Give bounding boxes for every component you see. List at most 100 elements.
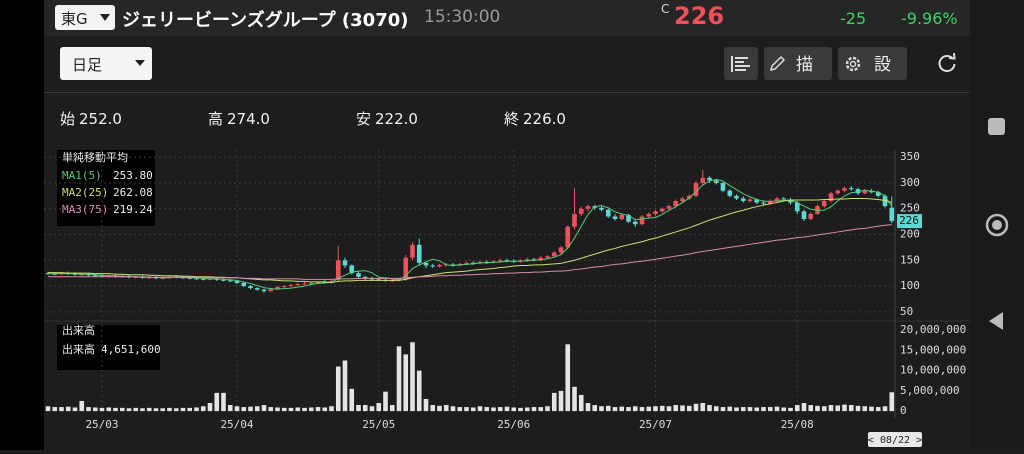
summary-item: 終 226.0 — [504, 108, 566, 129]
refresh-button[interactable] — [936, 52, 958, 74]
volume-bar — [599, 406, 604, 412]
volume-bar — [551, 392, 557, 412]
candle-body — [295, 283, 301, 286]
volume-bar — [369, 406, 375, 412]
candle-body — [761, 202, 766, 204]
summary-label: 安 — [356, 110, 372, 128]
volume-bar — [167, 407, 172, 412]
volume-bar — [592, 405, 598, 412]
legend-name: MA1(5) — [62, 169, 102, 182]
volume-bar — [322, 407, 328, 412]
volume-bar — [329, 406, 334, 412]
settings-button[interactable]: 設定 — [838, 47, 907, 80]
y-tick-label: 300 — [900, 176, 920, 189]
volume-bar — [801, 403, 807, 412]
summary-value: 226.0 — [523, 110, 566, 128]
volume-bar — [430, 405, 436, 412]
period-select[interactable]: 日足 — [60, 47, 152, 80]
candle-body — [875, 192, 881, 196]
volume-bar — [72, 407, 78, 412]
period-label: 日足 — [72, 56, 103, 74]
candle-body — [491, 261, 496, 263]
candle-body — [450, 264, 456, 266]
candle-body — [430, 265, 436, 267]
candle-body — [160, 277, 166, 279]
candle-body — [356, 273, 361, 277]
volume-bar — [828, 405, 834, 412]
candle-body — [207, 278, 213, 280]
candle-body — [646, 213, 652, 217]
volume-bar — [126, 408, 132, 412]
candle-body — [133, 276, 139, 278]
candle-body — [369, 278, 375, 280]
volume-bar — [356, 405, 361, 412]
volume-bar — [869, 406, 874, 412]
y-tick-label: 10,000,000 — [900, 364, 966, 377]
volume-bar — [815, 405, 820, 412]
candle-body — [342, 260, 348, 266]
volume-bar — [437, 405, 442, 412]
divider — [44, 92, 970, 93]
volume-bar — [855, 405, 861, 412]
volume-bar — [659, 405, 665, 412]
volume-bar — [626, 407, 631, 412]
candle-body — [200, 278, 206, 280]
volume-bar — [754, 407, 760, 412]
volume-bar — [558, 390, 564, 412]
candle-body — [862, 190, 868, 194]
volume-bar — [160, 408, 166, 412]
home-button[interactable] — [985, 213, 1009, 237]
back-button[interactable] — [989, 312, 1003, 330]
candle-body — [113, 275, 118, 277]
volume-bar — [821, 406, 827, 412]
volume-legend-label: 出来高 — [62, 342, 95, 356]
candle-body — [835, 190, 841, 194]
volume-bar — [686, 405, 692, 412]
market-select[interactable]: 東G — [55, 5, 115, 30]
candle-body — [281, 286, 287, 288]
candle-body — [268, 289, 274, 292]
ma-line — [48, 197, 892, 283]
candle-body — [308, 282, 314, 284]
volume-bar — [491, 407, 496, 412]
y-tick-label: 350 — [900, 150, 920, 163]
volume-bar — [747, 407, 753, 412]
candle-body — [693, 182, 699, 196]
volume-bar — [194, 407, 199, 412]
volume-bar — [389, 405, 395, 412]
candle-body — [315, 281, 321, 283]
candle-body — [241, 282, 247, 287]
volume-bar — [531, 407, 537, 412]
candle-body — [713, 180, 719, 183]
volume-bar — [700, 403, 706, 412]
bars-icon — [731, 56, 750, 72]
volume-bar — [416, 370, 422, 412]
volume-bar — [207, 403, 213, 412]
volume-bar — [572, 386, 577, 412]
candle-body — [686, 195, 692, 199]
x-tick-label: 25/05 — [362, 418, 395, 431]
legend-value: 253.80 — [113, 169, 153, 182]
market-label: 東G — [61, 10, 88, 28]
recents-button[interactable] — [988, 118, 1005, 135]
volume-bar — [693, 403, 699, 412]
volume-bar — [153, 408, 159, 412]
draw-button[interactable]: 描画 — [764, 47, 832, 80]
price-flag: C — [661, 2, 670, 16]
volume-bar — [545, 406, 550, 412]
volume-bar — [767, 407, 773, 412]
chart: 単純移動平均 出来高 出来高 4,651,600 < 08/22 > 50100… — [44, 150, 970, 447]
indicator-button[interactable] — [724, 47, 758, 80]
x-tick-label: 25/07 — [639, 418, 672, 431]
volume-bar — [889, 392, 895, 412]
volume-bar — [254, 406, 260, 412]
legend-name: MA3(75) — [62, 203, 108, 216]
candle-body — [464, 262, 469, 264]
y-tick-label: 200 — [900, 228, 920, 241]
volume-bar — [275, 407, 280, 412]
volume-bar — [653, 406, 658, 412]
candle-body — [727, 190, 733, 196]
price-tag-box — [897, 214, 922, 229]
y-tick-label: 0 — [900, 404, 907, 417]
candle-body — [794, 202, 800, 212]
